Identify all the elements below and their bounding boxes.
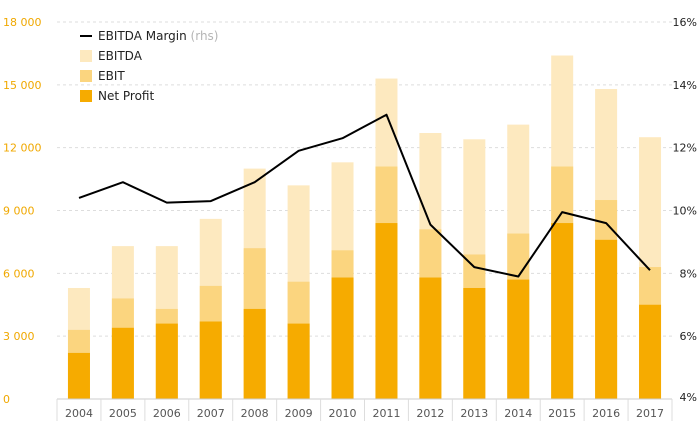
x-tick-label: 2012 [416, 407, 444, 420]
y-left-tick-label: 15 000 [3, 79, 42, 92]
legend-label: EBITDA Margin (rhs) [98, 29, 219, 43]
bar-net-profit [331, 277, 354, 399]
legend-swatch [80, 90, 92, 102]
bar-net-profit [551, 223, 574, 399]
y-right-tick-label: 8% [680, 267, 697, 280]
y-left-tick-label: 9 000 [3, 205, 35, 218]
gridlines [57, 21, 672, 337]
bar-net-profit [375, 223, 398, 399]
x-tick-label: 2006 [153, 407, 181, 420]
y-left-tick-label: 6 000 [3, 267, 35, 280]
x-tick-label: 2004 [65, 407, 93, 420]
x-tick-label: 2016 [592, 407, 620, 420]
bar-net-profit [111, 327, 134, 399]
y-left-tick-label: 0 [3, 393, 10, 406]
legend-swatch [80, 50, 92, 62]
x-tick-label: 2007 [197, 407, 225, 420]
bar-net-profit [287, 323, 310, 399]
margin-line-group [78, 113, 651, 278]
legend-label: Net Profit [98, 89, 154, 103]
y-right-tick-label: 10% [673, 205, 697, 218]
y-left-tick-label: 12 000 [3, 142, 42, 155]
bar-net-profit [243, 308, 266, 399]
bars [67, 55, 662, 400]
legend-label-note: (rhs) [191, 29, 219, 43]
axes: 0 3 000 6 000 9 000 12 000 15 000 18 000 4% 6% 8%… [3, 16, 697, 421]
y-right-tick-label: 14% [673, 79, 697, 92]
x-tick-label: 2010 [329, 407, 357, 420]
x-tick-label: 2009 [285, 407, 313, 420]
bar-net-profit [595, 239, 618, 399]
legend: EBITDA Margin (rhs) EBITDA EBIT Net Profit [80, 29, 219, 103]
x-tick-label: 2014 [504, 407, 532, 420]
bar-net-profit [639, 304, 662, 399]
legend-label: EBIT [98, 69, 125, 83]
y-right-tick-label: 16% [673, 16, 697, 29]
y-left-tick-label: 3 000 [3, 330, 35, 343]
y-right-tick-label: 12% [673, 142, 697, 155]
x-tick-label: 2013 [460, 407, 488, 420]
y-right-tick-label: 6% [680, 330, 697, 343]
x-tick-label: 2011 [372, 407, 400, 420]
bar-net-profit [199, 321, 222, 399]
bar-net-profit [507, 279, 530, 399]
bar-net-profit [67, 352, 90, 399]
bar-net-profit [155, 323, 178, 399]
x-tick-label: 2017 [636, 407, 664, 420]
line-ebitda-margin [78, 113, 651, 278]
bar-net-profit [419, 277, 442, 399]
y-right-tick-label: 4% [680, 391, 697, 404]
legend-swatch [80, 70, 92, 82]
legend-label: EBITDA [98, 49, 143, 63]
bar-net-profit [463, 287, 486, 399]
y-left-tick-label: 18 000 [3, 16, 42, 29]
x-tick-label: 2008 [241, 407, 269, 420]
x-tick-label: 2015 [548, 407, 576, 420]
x-tick-label: 2005 [109, 407, 137, 420]
